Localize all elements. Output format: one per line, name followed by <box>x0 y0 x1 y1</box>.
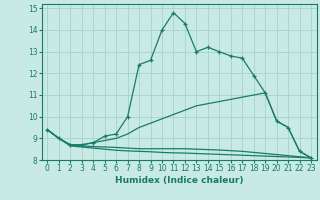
X-axis label: Humidex (Indice chaleur): Humidex (Indice chaleur) <box>115 176 244 185</box>
